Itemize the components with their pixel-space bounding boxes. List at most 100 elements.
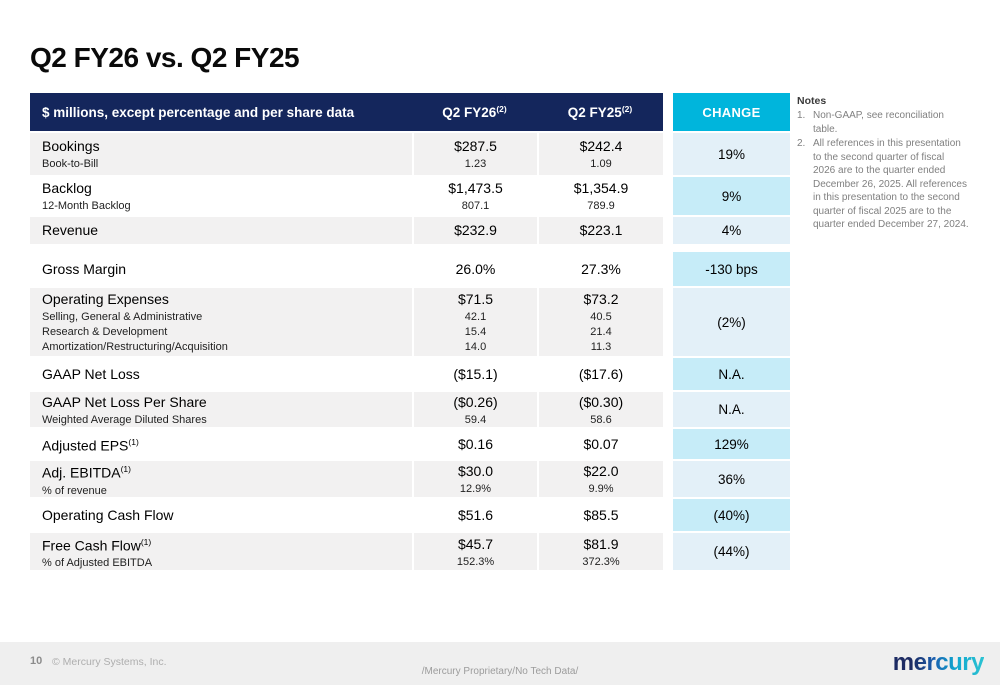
value-q2fy25: $85.5 [537,499,663,531]
mercury-logo: mercury [892,649,985,676]
row-main-cells: Free Cash Flow(1) % of Adjusted EBITDA $45… [30,533,663,570]
change-value: 129% [673,429,790,459]
value-main: ($0.30) [578,393,624,410]
comparison-table: $ millions, except percentage and per sh… [30,93,790,570]
row-label-cell: Revenue [30,217,412,244]
note-text: All references in this presentation to t… [813,138,969,230]
value-main: ($17.6) [578,365,624,382]
value-q2fy26: $45.7 152.3% [412,533,537,570]
row-label-cell: GAAP Net Loss [30,358,412,390]
table-row: GAAP Net Loss Per Share Weighted Average … [30,392,790,427]
sub-value: 12.9% [459,483,492,495]
row-main-cells: GAAP Net Loss ($15.1) ($17.6) [30,358,663,390]
value-main: ($15.1) [453,365,498,382]
change-value: 9% [673,177,790,215]
change-value: 19% [673,133,790,175]
sub-value: 11.3 [590,341,612,353]
note-number: 2. [797,138,806,149]
value-q2fy25: ($17.6) [537,358,663,390]
row-label: Adj. EBITDA(1) [42,464,131,481]
sub-value: 1.23 [464,158,487,170]
table-row: Operating Cash Flow $51.6 $85.5 (40%) [30,499,790,531]
table-header-q2fy26: Q2 FY26 (2) [412,93,537,131]
sub-value: 807.1 [461,200,490,212]
row-label: GAAP Net Loss [42,365,140,382]
sub-label: % of revenue [42,484,107,497]
row-label: Free Cash Flow(1) [42,536,152,554]
value-main: ($0.26) [453,393,498,410]
sub-value: 58.6 [590,413,612,426]
header-col2-text: Q2 FY25 [567,104,622,120]
row-main-cells: Operating Expenses Selling, General & Adm… [30,288,663,356]
value-main: $0.07 [583,435,619,452]
row-label: Backlog [42,180,92,196]
value-main: $30.0 [457,463,494,479]
row-main-cells: Backlog 12-Month Backlog $1,473.5 807.1 $1,3… [30,177,663,215]
row-label: Adjusted EPS(1) [42,436,139,454]
sub-label: Weighted Average Diluted Shares [42,413,207,426]
value-q2fy26: $30.0 12.9% [412,461,537,497]
value-main: 26.0% [455,260,496,277]
value-main: $232.9 [454,222,497,238]
sub-value: 59.4 [464,413,487,426]
sub-value: 1.09 [590,158,612,170]
table-body: Bookings Book-to-Bill $287.5 1.23 $242.4 1.09… [30,133,790,570]
change-value: (40%) [673,499,790,531]
row-gap [663,133,673,175]
value-q2fy26: ($0.26) 59.4 [412,392,537,427]
note-item: 1. Non-GAAP, see reconciliation table. [797,109,969,136]
table-row: GAAP Net Loss ($15.1) ($17.6) N.A. [30,358,790,390]
row-label-cell: Backlog 12-Month Backlog [30,177,412,215]
value-q2fy25: $242.4 1.09 [537,133,663,175]
value-q2fy26: ($15.1) [412,358,537,390]
page-number: 10 [30,655,43,667]
value-main: $73.2 [583,291,619,307]
value-main: $1,354.9 [573,180,629,196]
value-main: 27.3% [581,260,621,277]
note-item: 2. All references in this presentation t… [797,137,969,232]
copyright-text: © Mercury Systems, Inc. [52,656,167,668]
table-header-main: $ millions, except percentage and per sh… [30,93,663,131]
value-main: $51.6 [457,506,494,523]
table-header-label: $ millions, except percentage and per sh… [42,104,355,120]
value-q2fy26: $0.16 [412,429,537,459]
table-row: Backlog 12-Month Backlog $1,473.5 807.1 $1,3… [30,177,790,215]
sub-label: Selling, General & Administrative [42,311,203,323]
table-header-change: CHANGE [673,93,790,131]
value-main: $1,473.5 [448,180,503,196]
slide-title: Q2 FY26 vs. Q2 FY25 [30,42,300,73]
row-label-cell: Bookings Book-to-Bill [30,133,412,175]
notes-panel: Notes 1. Non-GAAP, see reconciliation ta… [797,95,969,233]
classification-text: /Mercury Proprietary/No Tech Data/ [421,666,579,677]
sub-value: 21.4 [590,326,612,338]
table-row: Operating Expenses Selling, General & Adm… [30,288,790,356]
row-label-cell: Adj. EBITDA(1) % of revenue [30,461,412,497]
row-label-cell: Operating Expenses Selling, General & Adm… [30,288,412,356]
value-q2fy25: $73.2 40.5 21.4 11.3 [537,288,663,356]
value-q2fy26: 26.0% [412,252,537,286]
sub-label: Research & Development [42,326,168,338]
value-q2fy25: $22.0 9.9% [537,461,663,497]
header-gap [663,93,673,131]
row-gap [663,499,673,531]
sub-value: 15.4 [464,326,487,338]
row-label: Bookings [42,138,100,154]
row-gap [663,288,673,356]
change-value: N.A. [673,358,790,390]
row-gap [663,392,673,427]
row-gap [663,533,673,570]
change-value: (2%) [673,288,790,356]
row-main-cells: Gross Margin 26.0% 27.3% [30,252,663,286]
sub-label: % of Adjusted EBITDA [42,557,153,570]
row-gap [663,177,673,215]
row-label-cell: Gross Margin [30,252,412,286]
change-value: 4% [673,217,790,244]
value-main: $0.16 [457,435,494,452]
value-q2fy26: $287.5 1.23 [412,133,537,175]
table-row: Adj. EBITDA(1) % of revenue $30.0 12.9% $22.… [30,461,790,497]
value-q2fy26: $51.6 [412,499,537,531]
row-label-cell: Operating Cash Flow [30,499,412,531]
note-text: Non-GAAP, see reconciliation table. [813,110,944,135]
sub-value: 40.5 [590,311,612,323]
change-value: (44%) [673,533,790,570]
